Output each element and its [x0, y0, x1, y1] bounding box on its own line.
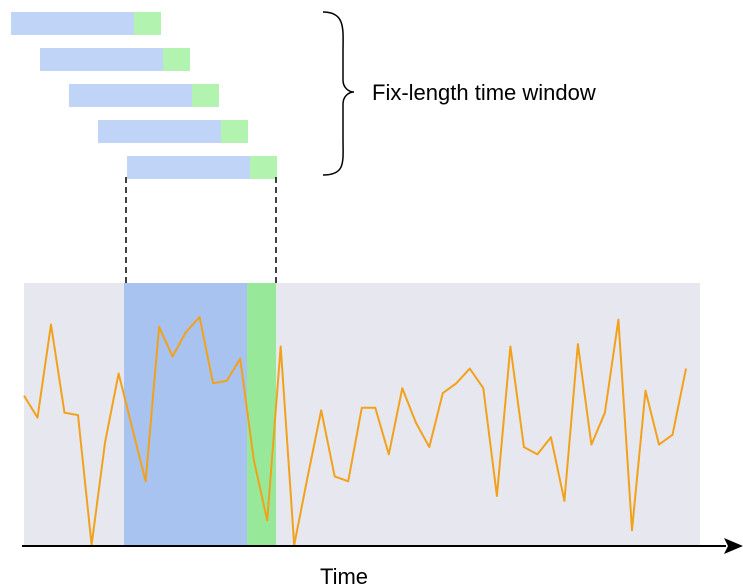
- time-series-line: [23, 316, 687, 546]
- window-2-input-segment: [40, 48, 163, 71]
- window-5-input-segment: [127, 156, 250, 179]
- window-4-input-segment: [98, 120, 221, 143]
- window-3-input-segment: [69, 84, 192, 107]
- window-4-forecast-segment: [221, 120, 248, 143]
- time-axis-arrowhead: [724, 538, 743, 554]
- fix-length-time-window-label: Fix-length time window: [372, 80, 596, 105]
- window-3-forecast-segment: [192, 84, 219, 107]
- window-5-forecast-segment: [250, 156, 277, 179]
- highlighted-window-region: [124, 283, 247, 545]
- sliding-windows-stack: [11, 12, 277, 179]
- window-2-forecast-segment: [163, 48, 190, 71]
- time-axis-label: Time: [320, 564, 368, 586]
- window-1-forecast-segment: [134, 12, 161, 35]
- window-1-input-segment: [11, 12, 134, 35]
- highlighted-forecast-region: [247, 283, 276, 545]
- curly-brace: [322, 11, 355, 176]
